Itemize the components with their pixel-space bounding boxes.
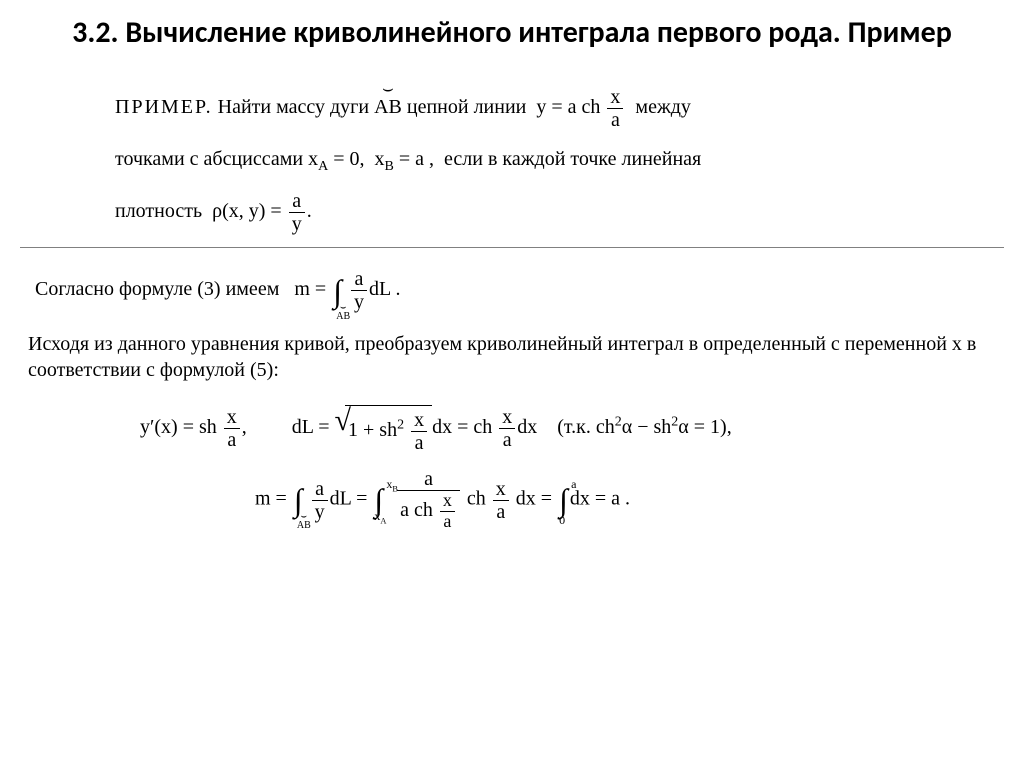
xa-var: x (308, 148, 318, 170)
sol-text-1: Согласно формуле (3) имеем (35, 278, 279, 300)
frac-a-over-y: a y (289, 190, 305, 235)
int4-upper: a (571, 478, 576, 490)
solution-line-1: Согласно формуле (3) имеем m = ∫⌣AB a y … (35, 268, 1004, 313)
sqrt-block: √1 + sh2 x a (335, 403, 433, 454)
int4-lower: 0 (559, 514, 565, 526)
int2-lower: ⌣AB (292, 512, 316, 530)
note-open: (т.к. ch (557, 416, 615, 438)
rho-num: a (289, 190, 305, 213)
frac-num: x (607, 86, 623, 109)
frac-big-num: a (397, 468, 460, 491)
xb-var: x (375, 148, 385, 170)
comma: , (242, 416, 247, 438)
dL-1: dL . (369, 278, 400, 300)
dL2: dL = (330, 488, 368, 510)
integral-4: ∫0a (559, 484, 568, 516)
integral-1: ∫⌣AB (333, 275, 342, 307)
page-title: 3.2. Вычисление криволинейного интеграла… (20, 15, 1004, 51)
frac-big-den: a ch x a (397, 491, 460, 532)
dx-1: dx (432, 416, 452, 438)
int3-upper: xB (386, 478, 398, 494)
frac-a-y-num: a (351, 268, 367, 291)
eq-y-lhs: y = a ch (536, 96, 600, 118)
problem-text-4: точками с абсциссами (115, 148, 303, 170)
problem-text-3: между (635, 96, 691, 118)
alpha1: α − sh (622, 416, 672, 438)
int3-lower: xA (374, 510, 386, 526)
frac-xa-2: x a (411, 409, 427, 454)
radicand: 1 + sh2 x a (345, 405, 432, 454)
eq-ch: = ch (457, 416, 492, 438)
derivation-line-2: m = ∫⌣AB a y dL = ∫xAxB a a ch x a ch x … (255, 468, 1004, 532)
integral-2: ∫⌣AB (294, 484, 303, 516)
xb-sub: B (385, 159, 394, 174)
eq1: = 1), (689, 416, 732, 438)
frac-nested: x a (440, 491, 455, 532)
frac-xa-3: x a (499, 406, 515, 451)
m2: m = (255, 488, 287, 510)
dL-eq: dL = (292, 416, 330, 438)
integral-3: ∫xAxB (374, 484, 383, 516)
slide: 3.2. Вычисление криволинейного интеграла… (0, 0, 1024, 572)
dx3: dx = a . (570, 488, 630, 510)
problem-text-5: если в каждой точке линейная (444, 148, 701, 170)
xa-sub: A (318, 159, 328, 174)
problem-statement: ПРИМЕР. Найти массу дуги AB цепной линии… (115, 81, 944, 237)
int1-lower: ⌣AB (331, 303, 355, 321)
frac-xa-1: x a (224, 406, 240, 451)
rho-den: y (289, 213, 305, 235)
arc-ab: AB (374, 81, 402, 133)
example-lead: ПРИМЕР. (115, 96, 213, 118)
derivation-line-1: y′(x) = sh x a , dL = √1 + sh2 x a dx = … (140, 403, 1004, 454)
frac-den: a (607, 109, 623, 131)
xa-eq: = 0, (328, 148, 364, 170)
frac-x-over-a: x a (607, 86, 623, 131)
dx-1b: dx (517, 416, 537, 438)
dx2: dx = (516, 488, 552, 510)
problem-text-2: цепной линии (407, 96, 526, 118)
problem-text-6: плотность (115, 200, 202, 222)
problem-text-1: Найти массу дуги (218, 96, 369, 118)
m-eq: m = (294, 278, 326, 300)
section-divider (20, 247, 1004, 248)
yprime: y′(x) = sh (140, 416, 217, 438)
solution-paragraph: Исходя из данного уравнения кривой, прео… (28, 331, 1004, 383)
xb-eq: = a , (394, 148, 434, 170)
rho-lhs: ρ(x, y) = (212, 200, 287, 222)
frac-big: a a ch x a (397, 468, 460, 532)
ch2: ch (467, 488, 486, 510)
frac-xa-4: x a (493, 478, 509, 523)
dot: . (307, 200, 312, 222)
